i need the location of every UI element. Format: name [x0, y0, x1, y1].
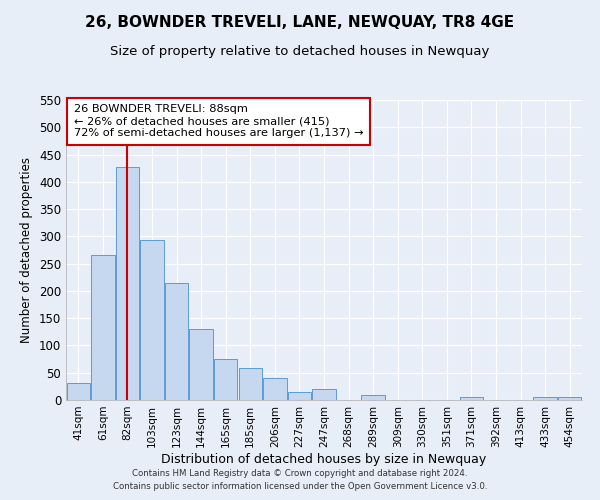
Bar — [239, 368, 262, 400]
Y-axis label: Number of detached properties: Number of detached properties — [20, 157, 34, 343]
Bar — [116, 166, 139, 400]
Bar — [288, 392, 311, 400]
Bar — [214, 358, 238, 400]
Text: Contains public sector information licensed under the Open Government Licence v3: Contains public sector information licen… — [113, 482, 487, 491]
Text: Contains HM Land Registry data © Crown copyright and database right 2024.: Contains HM Land Registry data © Crown c… — [132, 468, 468, 477]
Bar — [533, 398, 557, 400]
Bar — [460, 398, 483, 400]
Text: Size of property relative to detached houses in Newquay: Size of property relative to detached ho… — [110, 45, 490, 58]
Text: 26 BOWNDER TREVELI: 88sqm
← 26% of detached houses are smaller (415)
72% of semi: 26 BOWNDER TREVELI: 88sqm ← 26% of detac… — [74, 104, 363, 138]
Bar — [190, 329, 213, 400]
Bar — [263, 378, 287, 400]
Bar — [558, 398, 581, 400]
X-axis label: Distribution of detached houses by size in Newquay: Distribution of detached houses by size … — [161, 452, 487, 466]
Bar — [91, 256, 115, 400]
Bar — [313, 389, 335, 400]
Text: 26, BOWNDER TREVELI, LANE, NEWQUAY, TR8 4GE: 26, BOWNDER TREVELI, LANE, NEWQUAY, TR8 … — [85, 15, 515, 30]
Bar — [140, 240, 164, 400]
Bar — [361, 394, 385, 400]
Bar — [67, 382, 90, 400]
Bar — [165, 282, 188, 400]
